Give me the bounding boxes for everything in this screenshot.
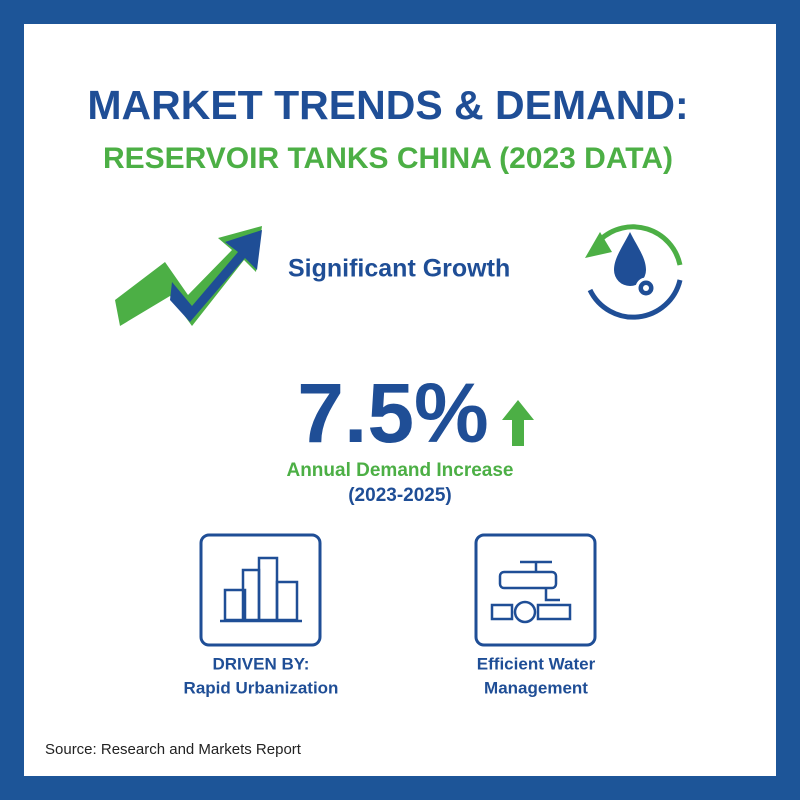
up-arrow bbox=[502, 400, 534, 446]
stat-value: 7.5% bbox=[297, 366, 488, 460]
tap-box bbox=[474, 533, 597, 647]
panel bbox=[24, 24, 776, 776]
water-icon bbox=[585, 224, 683, 320]
city-icon bbox=[220, 556, 302, 623]
source: Source: Research and Markets Report bbox=[45, 741, 302, 758]
driver-line: DRIVEN BY: bbox=[213, 654, 310, 673]
city-box bbox=[199, 533, 322, 647]
growth-label: Significant Growth bbox=[288, 255, 510, 283]
growth-icon bbox=[115, 226, 262, 326]
stat-period: (2023-2025) bbox=[348, 485, 452, 506]
driver-line: Management bbox=[484, 678, 588, 697]
driver-line: Rapid Urbanization bbox=[184, 678, 339, 697]
title: MARKET TRENDS & DEMAND: bbox=[87, 82, 688, 128]
stat-caption: Annual Demand Increase bbox=[286, 460, 513, 481]
driver-line: Efficient Water bbox=[477, 654, 596, 673]
tap-icon bbox=[490, 560, 572, 624]
subtitle: RESERVOIR TANKS CHINA (2023 DATA) bbox=[103, 142, 673, 175]
